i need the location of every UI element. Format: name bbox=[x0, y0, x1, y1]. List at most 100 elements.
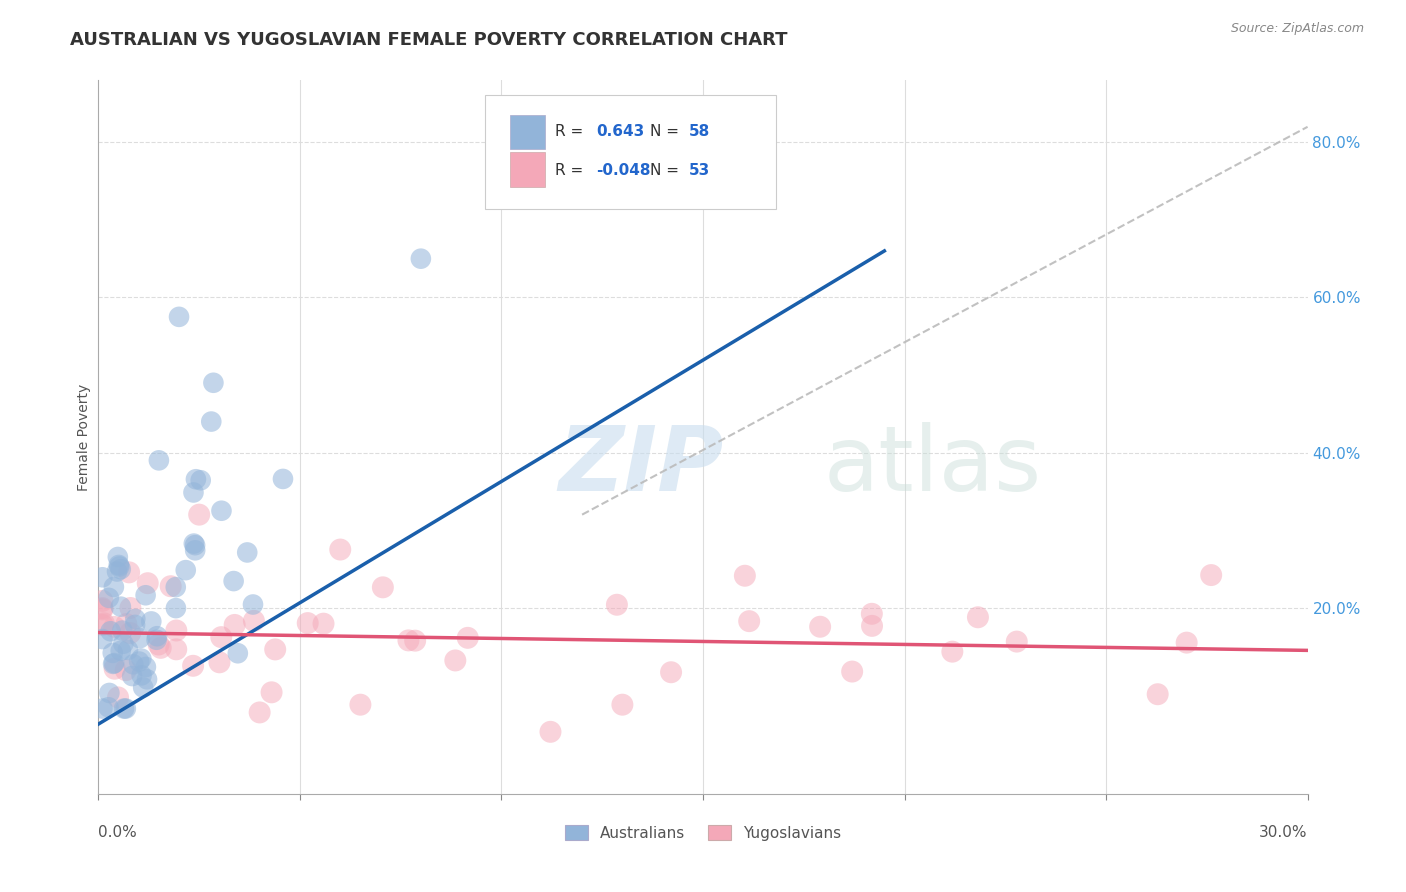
Point bbox=[249, 706, 271, 720]
Point bbox=[110, 562, 132, 576]
Point bbox=[91, 602, 114, 616]
Point bbox=[159, 579, 181, 593]
Point bbox=[105, 565, 128, 579]
Point bbox=[100, 624, 122, 639]
Point bbox=[226, 646, 249, 660]
Point bbox=[183, 536, 205, 550]
Point bbox=[444, 653, 467, 667]
Text: 58: 58 bbox=[689, 124, 710, 139]
Point bbox=[841, 665, 863, 679]
Point bbox=[165, 580, 187, 594]
Point bbox=[540, 724, 562, 739]
Point bbox=[612, 698, 634, 712]
Point bbox=[457, 631, 479, 645]
Text: Source: ZipAtlas.com: Source: ZipAtlas.com bbox=[1230, 22, 1364, 36]
Point bbox=[98, 686, 121, 700]
Point bbox=[606, 598, 628, 612]
FancyBboxPatch shape bbox=[509, 153, 544, 187]
Text: AUSTRALIAN VS YUGOSLAVIAN FEMALE POVERTY CORRELATION CHART: AUSTRALIAN VS YUGOSLAVIAN FEMALE POVERTY… bbox=[70, 31, 787, 49]
Point bbox=[101, 657, 124, 671]
Point bbox=[132, 681, 155, 695]
Point bbox=[108, 559, 131, 574]
Point bbox=[104, 662, 127, 676]
Point bbox=[148, 638, 170, 652]
Point bbox=[148, 453, 170, 467]
FancyBboxPatch shape bbox=[485, 95, 776, 209]
Point bbox=[200, 415, 222, 429]
Point bbox=[103, 580, 125, 594]
Point bbox=[97, 591, 120, 605]
Point bbox=[1005, 634, 1028, 648]
Point bbox=[128, 655, 150, 669]
Point bbox=[243, 614, 266, 628]
Text: 0.0%: 0.0% bbox=[98, 825, 138, 839]
Text: 30.0%: 30.0% bbox=[1260, 825, 1308, 839]
Y-axis label: Female Poverty: Female Poverty bbox=[77, 384, 91, 491]
Point bbox=[208, 655, 231, 669]
Point bbox=[120, 626, 142, 640]
Point bbox=[734, 568, 756, 582]
Point bbox=[135, 588, 157, 602]
Point bbox=[101, 646, 124, 660]
Point bbox=[112, 637, 135, 651]
Point bbox=[91, 701, 114, 715]
Point bbox=[860, 607, 883, 621]
Text: 0.643: 0.643 bbox=[596, 124, 645, 139]
Point bbox=[115, 617, 138, 632]
Point bbox=[110, 599, 132, 614]
Point bbox=[118, 566, 141, 580]
Point bbox=[264, 642, 287, 657]
Point bbox=[260, 685, 283, 699]
Point bbox=[941, 645, 963, 659]
Point bbox=[224, 618, 246, 632]
Point bbox=[1175, 635, 1198, 649]
Point bbox=[107, 558, 129, 572]
Point bbox=[190, 473, 212, 487]
Text: atlas: atlas bbox=[824, 422, 1042, 509]
Point bbox=[128, 631, 150, 645]
Point bbox=[242, 598, 264, 612]
Point bbox=[236, 545, 259, 559]
Legend: Australians, Yugoslavians: Australians, Yugoslavians bbox=[558, 819, 848, 847]
Point bbox=[103, 656, 125, 670]
Point bbox=[188, 508, 211, 522]
Point bbox=[184, 543, 207, 558]
Point bbox=[329, 542, 352, 557]
Point bbox=[124, 612, 146, 626]
Point bbox=[91, 618, 114, 632]
Point bbox=[371, 580, 394, 594]
Point bbox=[165, 642, 187, 657]
Point bbox=[409, 252, 432, 266]
Point bbox=[165, 624, 187, 638]
Text: N =: N = bbox=[650, 124, 683, 139]
Point bbox=[122, 657, 145, 672]
Point bbox=[145, 632, 167, 647]
Point bbox=[738, 614, 761, 628]
Point bbox=[131, 668, 153, 682]
Point bbox=[184, 538, 207, 552]
Point bbox=[967, 610, 990, 624]
Point bbox=[91, 570, 114, 584]
Text: ZIP: ZIP bbox=[558, 422, 723, 509]
Text: -0.048: -0.048 bbox=[596, 162, 651, 178]
Point bbox=[120, 601, 142, 615]
Point bbox=[117, 643, 139, 657]
Text: 53: 53 bbox=[689, 162, 710, 178]
Point bbox=[112, 701, 135, 715]
Point bbox=[312, 616, 335, 631]
Point bbox=[174, 563, 197, 577]
Point bbox=[209, 630, 232, 644]
Point bbox=[860, 619, 883, 633]
Point bbox=[808, 620, 831, 634]
Point bbox=[136, 576, 159, 591]
Point bbox=[222, 574, 245, 588]
Point bbox=[202, 376, 225, 390]
Text: N =: N = bbox=[650, 162, 683, 178]
Point bbox=[91, 632, 114, 646]
Point bbox=[183, 485, 205, 500]
Point bbox=[167, 310, 190, 324]
Point bbox=[141, 615, 163, 629]
Point bbox=[107, 549, 129, 564]
Point bbox=[97, 700, 120, 714]
Point bbox=[121, 669, 143, 683]
